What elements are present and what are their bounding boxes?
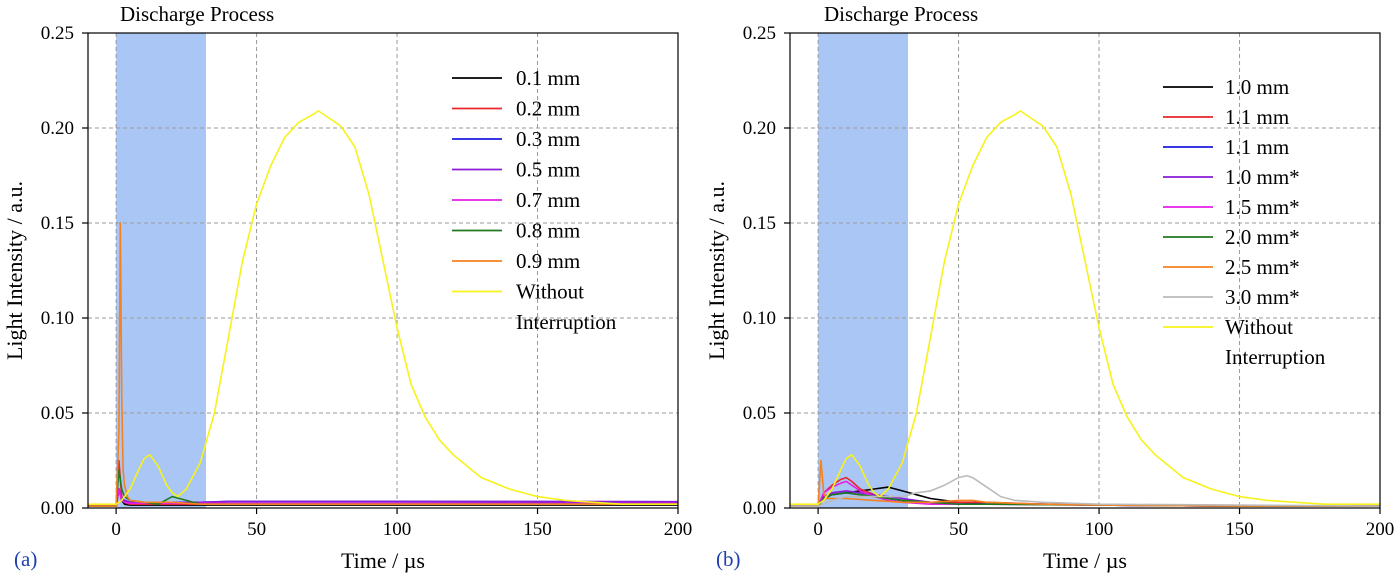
legend-label: 2.5 mm* — [1225, 255, 1300, 279]
chart-panel-2: 0 50 100 150 200 0.00 0.05 0.10 0.15 0.20 0.25 Time… — [704, 2, 1394, 573]
y-tick-label: 0.20 — [41, 118, 74, 139]
legend-label: 1.0 mm* — [1225, 165, 1300, 189]
discharge-process-label: Discharge Process — [120, 2, 274, 26]
legend-label: Without — [1225, 315, 1293, 339]
legend-label: Interruption — [516, 310, 617, 334]
series-line — [790, 474, 1381, 507]
x-tick-label: 100 — [383, 519, 412, 540]
legend-label: 2.0 mm* — [1225, 225, 1300, 249]
x-tick-label: 0 — [813, 519, 823, 540]
legend-label: 3.0 mm* — [1225, 285, 1300, 309]
y-tick-label: 0.20 — [743, 118, 776, 139]
y-tick-label: 0.25 — [743, 23, 776, 44]
legend-label: 1.1 mm — [1225, 135, 1289, 159]
x-tick-label: 100 — [1085, 519, 1114, 540]
discharge-region — [818, 33, 908, 508]
legend-label: 0.1 mm — [516, 66, 580, 90]
series-line — [88, 222, 678, 507]
panel-label: (b) — [716, 547, 741, 571]
x-tick-label: 50 — [949, 519, 968, 540]
plot-frame — [789, 32, 1381, 509]
y-tick-label: 0.00 — [41, 498, 74, 519]
legend-label: 0.2 mm — [516, 97, 580, 121]
legend-label: 1.1 mm — [1225, 105, 1289, 129]
x-tick-label: 200 — [1366, 519, 1395, 540]
x-tick-label: 0 — [111, 519, 121, 540]
legend-label: 0.9 mm — [516, 249, 580, 273]
legend-label: 0.8 mm — [516, 219, 580, 243]
y-tick-label: 0.00 — [743, 498, 776, 519]
y-tick-label: 0.25 — [41, 23, 74, 44]
series-line — [88, 488, 678, 507]
y-tick-label: 0.05 — [41, 403, 74, 424]
panel-label: (a) — [14, 547, 37, 571]
y-tick-label: 0.15 — [41, 213, 74, 234]
series-line — [790, 110, 1380, 506]
y-tick-label: 0.10 — [743, 308, 776, 329]
y-tick-label: 0.15 — [743, 213, 776, 234]
y-tick-label: 0.05 — [743, 403, 776, 424]
plot-frame — [87, 32, 679, 509]
legend-label: Without — [516, 280, 584, 304]
x-tick-label: 50 — [247, 519, 266, 540]
legend-label: 1.5 mm* — [1225, 195, 1300, 219]
legend-label: 0.5 mm — [516, 158, 580, 182]
x-tick-label: 200 — [664, 519, 693, 540]
y-tick-label: 0.10 — [41, 308, 74, 329]
series-line — [88, 110, 678, 506]
legend-label: 0.7 mm — [516, 188, 580, 212]
legend-label: Interruption — [1225, 345, 1326, 369]
x-tick-label: 150 — [523, 519, 552, 540]
y-axis-title: Light Intensity / a.u. — [2, 181, 27, 360]
chart-panel-1: 0 50 100 150 200 0.00 0.05 0.10 0.15 0.20 0.25 Time… — [2, 2, 692, 573]
y-axis-title: Light Intensity / a.u. — [704, 181, 729, 360]
x-axis-title: Time / µs — [1043, 548, 1127, 573]
discharge-process-label: Discharge Process — [824, 2, 978, 26]
legend-label: 0.3 mm — [516, 127, 580, 151]
series-line — [790, 459, 1380, 507]
legend-label: 1.0 mm — [1225, 75, 1289, 99]
x-tick-label: 150 — [1225, 519, 1254, 540]
discharge-region — [116, 33, 206, 508]
x-axis-title: Time / µs — [341, 548, 425, 573]
